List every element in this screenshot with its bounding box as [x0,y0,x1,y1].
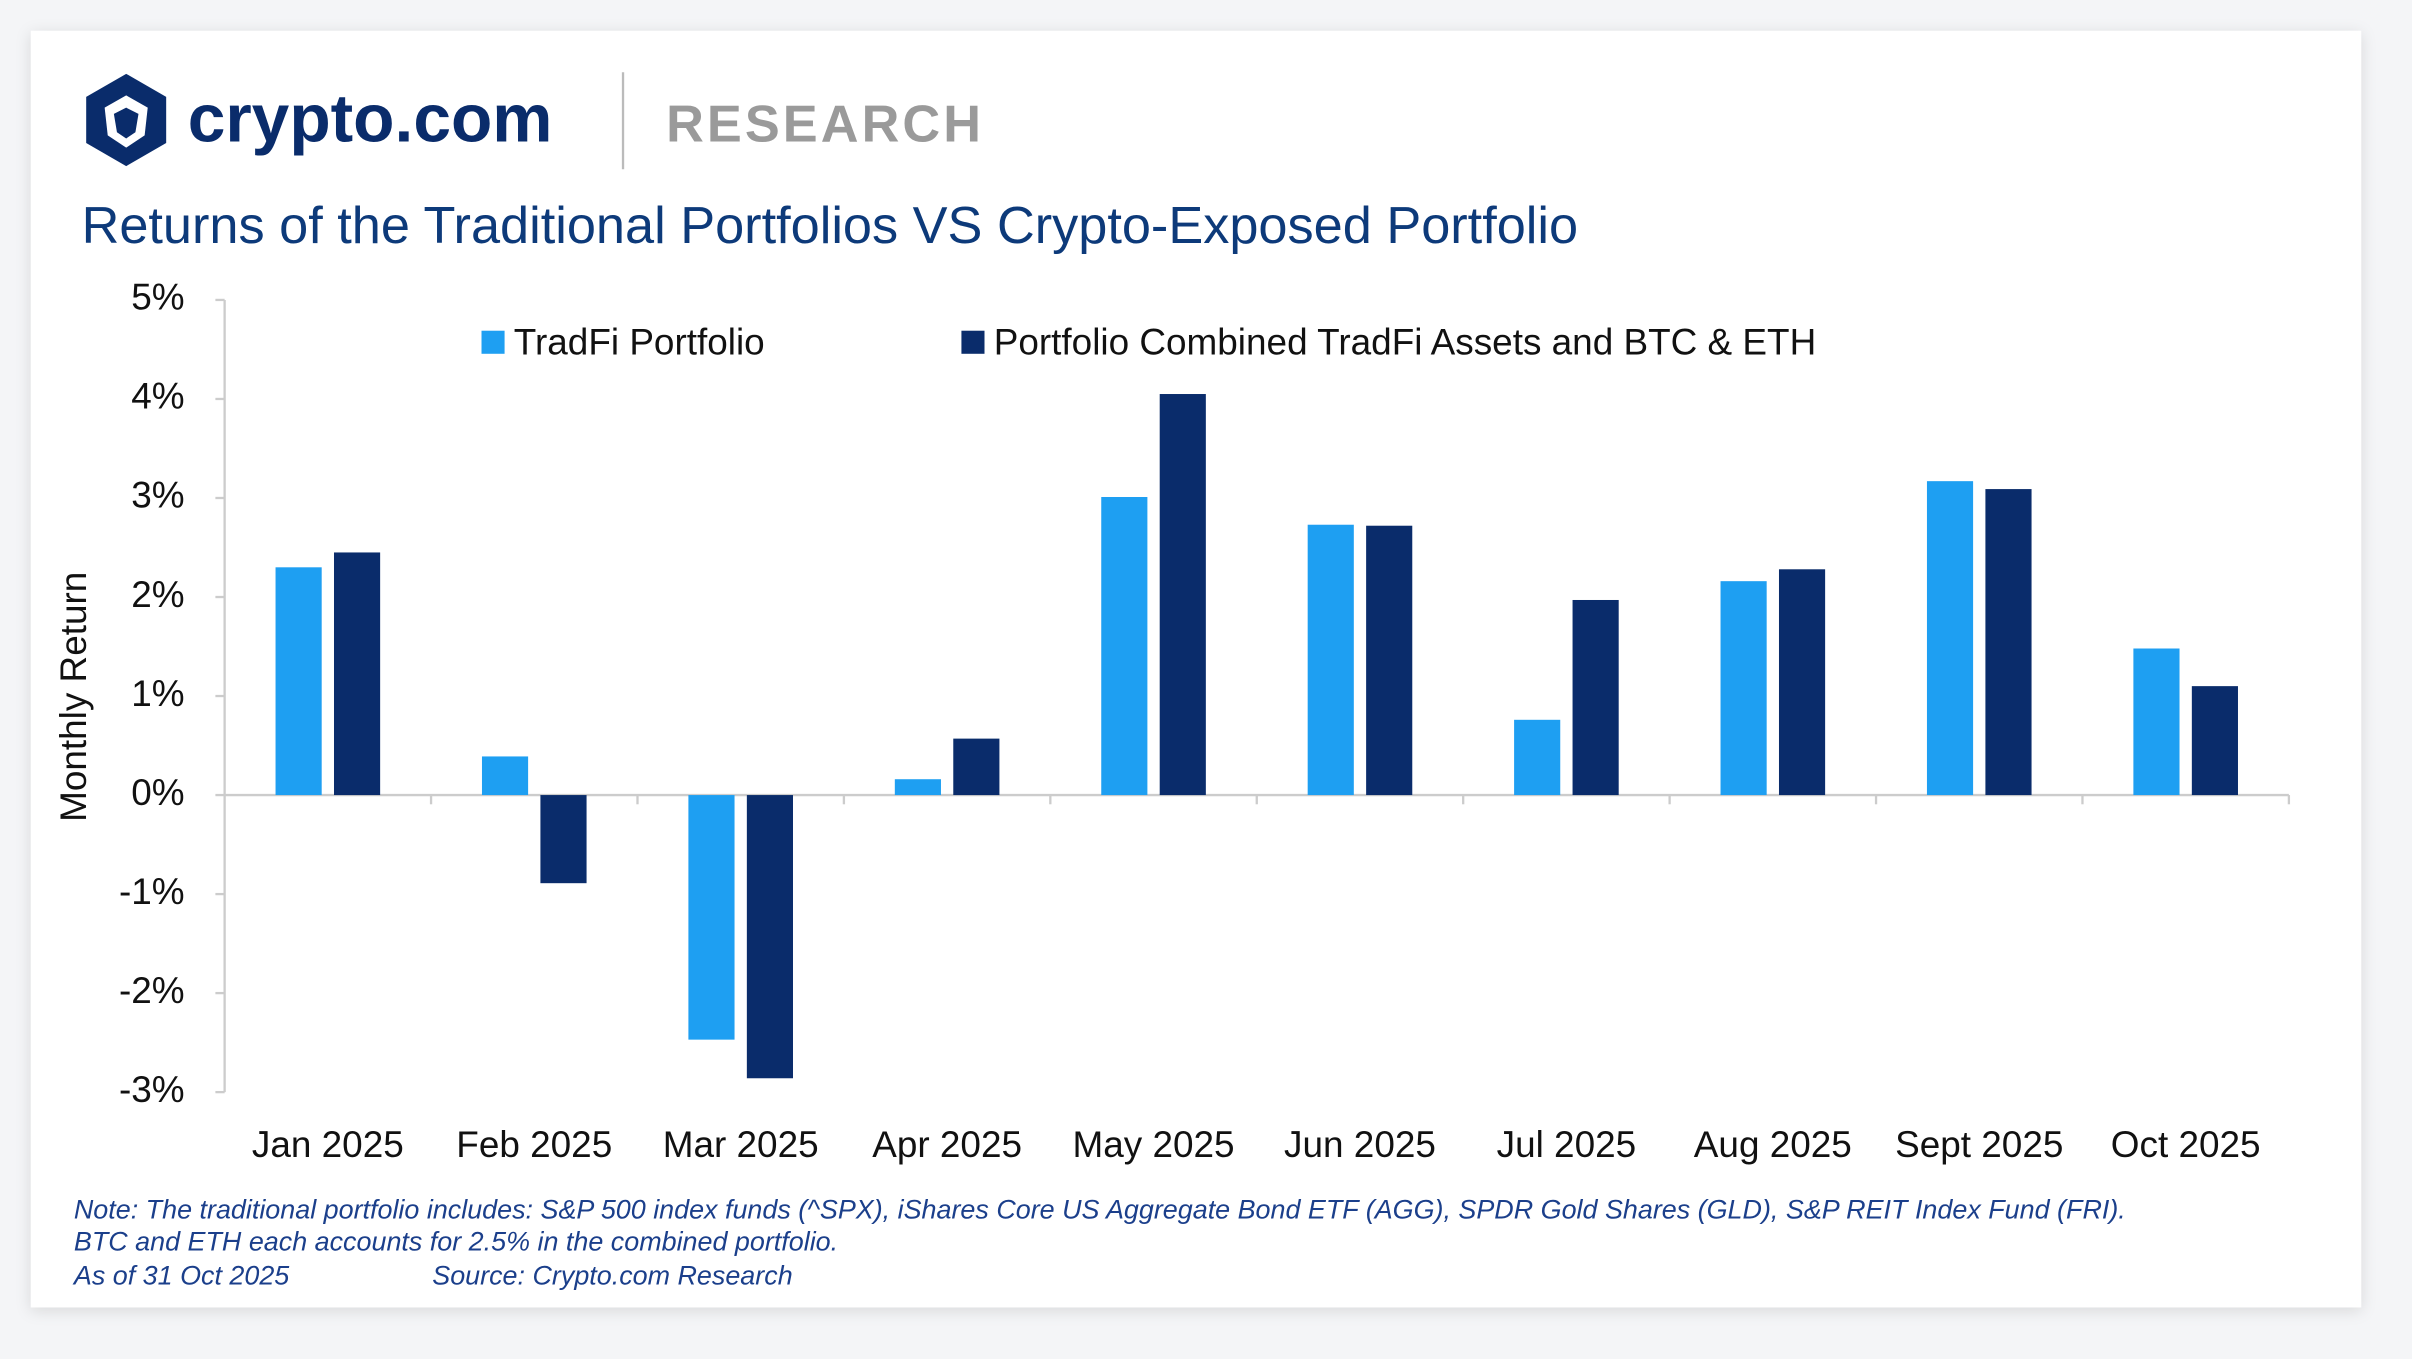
legend-swatch [481,330,505,354]
y-tick-label: -1% [119,871,185,912]
x-tick-label: Feb 2025 [456,1124,612,1165]
x-tick-label: May 2025 [1073,1124,1235,1165]
bar [481,756,529,796]
bar [333,552,381,796]
x-tick-label: Sept 2025 [1895,1124,2063,1165]
y-axis-label: Monthly Return [53,572,94,822]
bar [1307,524,1354,796]
bar [688,795,735,1040]
legend-swatch [961,330,985,354]
x-tick-label: Jun 2025 [1284,1124,1436,1165]
bar [540,795,587,884]
x-tick-label: Jan 2025 [252,1124,404,1165]
bar [1366,525,1413,796]
bar [2133,648,2180,796]
bar [746,795,793,1079]
note: BTC and ETH each accounts for 2.5% in th… [74,1227,838,1257]
section: RESEARCH [666,96,984,154]
chart-title: Returns of the Traditional Portfolios VS… [82,197,1579,255]
legend-label: Portfolio Combined TradFi Assets and BTC… [994,321,1817,362]
bar [1926,481,1974,796]
as-of: As of 31 Oct 2025 [72,1260,290,1290]
bar [1778,569,1826,796]
y-tick-label: 1% [131,673,184,714]
y-tick-label: 2% [131,574,184,615]
y-tick-label: -2% [119,970,185,1011]
y-tick-label: 3% [131,475,184,516]
logo-icon [86,73,167,167]
brand: crypto.com [188,82,553,157]
bar [2191,686,2238,796]
x-tick-label: Oct 2025 [2111,1124,2261,1165]
source: Source: Crypto.com Research [432,1260,792,1290]
x-tick-label: Apr 2025 [872,1124,1022,1165]
bar [894,779,941,796]
y-tick-label: 5% [131,277,184,318]
y-tick-label: 4% [131,376,184,417]
y-tick-label: -3% [119,1069,185,1110]
x-tick-label: Jul 2025 [1497,1124,1637,1165]
bar [275,567,322,796]
bar [1101,497,1148,796]
bar [1572,599,1619,796]
bar [953,738,1000,796]
bar [1985,489,2032,796]
legend-label: TradFi Portfolio [514,321,765,362]
note: Note: The traditional portfolio includes… [74,1194,2126,1224]
x-tick-label: Mar 2025 [663,1124,819,1165]
bar [1514,719,1561,796]
y-tick-label: 0% [131,772,184,813]
bar [1159,394,1206,796]
bar [1720,581,1767,796]
x-tick-label: Aug 2025 [1694,1124,1852,1165]
